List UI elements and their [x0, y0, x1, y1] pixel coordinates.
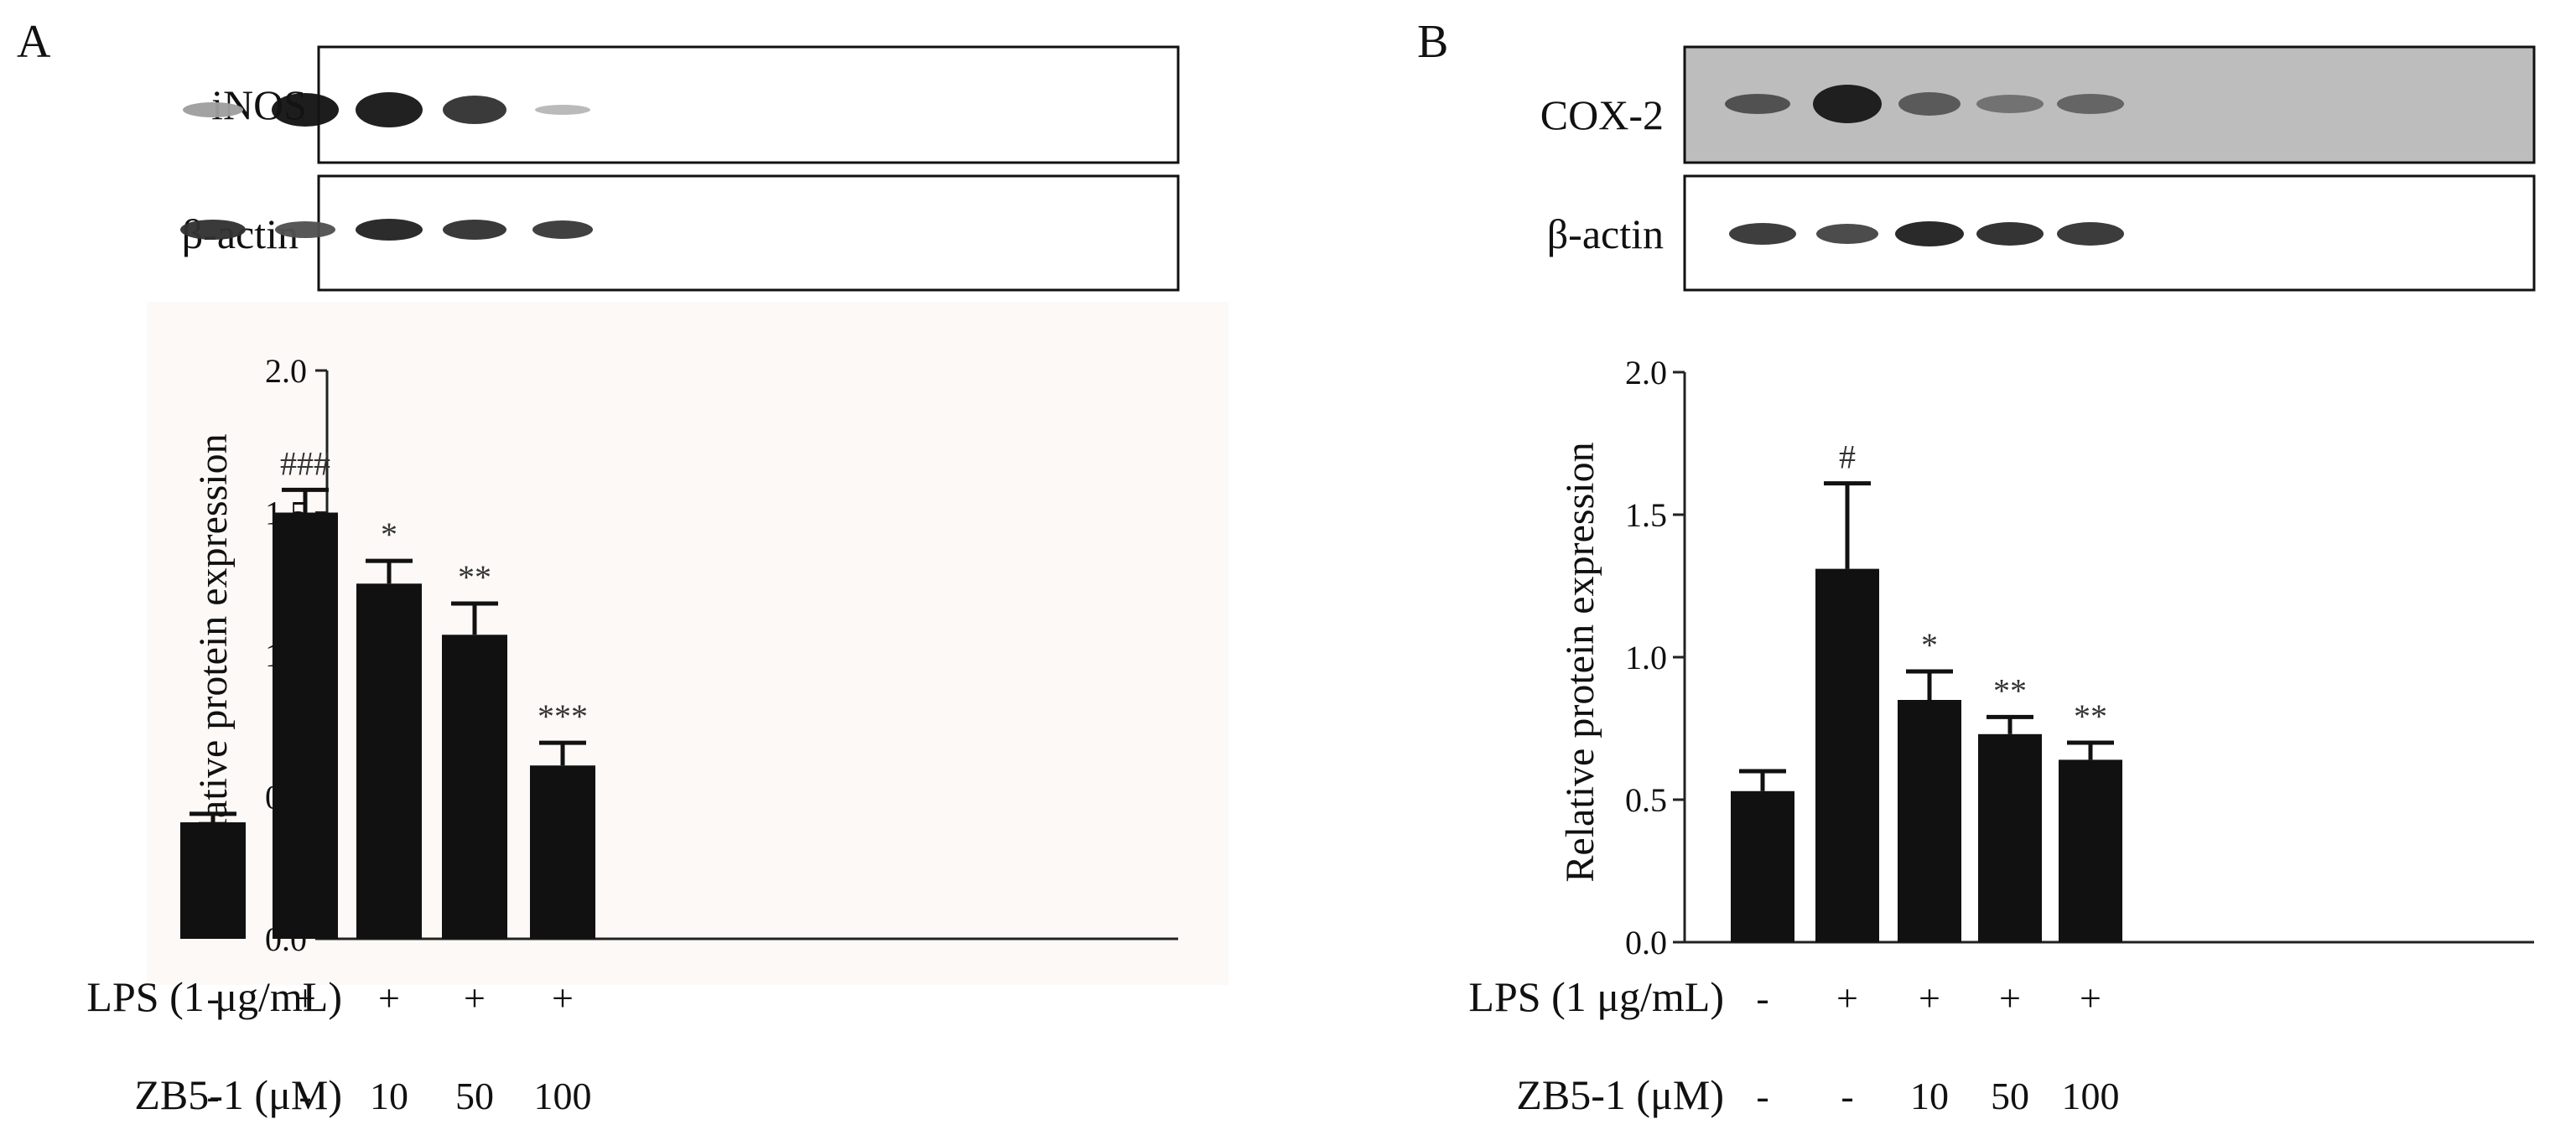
bar-b-3 [1898, 700, 1961, 942]
zb5-value-b-1: - [1756, 1075, 1768, 1117]
bar-a-4 [442, 635, 507, 939]
significance-label-b-3: * [1921, 626, 1938, 664]
y-tick-label-b-1: 0.5 [1625, 781, 1667, 819]
condition-values-b: - + + + + - - 10 50 100 [1756, 977, 2119, 1117]
blot-band-a-2-5 [532, 220, 593, 239]
blot-band-a-2-2 [275, 221, 335, 238]
y-tick-label-b-3: 1.5 [1625, 496, 1667, 534]
bar-b-2 [1815, 568, 1879, 942]
blot-band-b-2-1 [1729, 223, 1796, 245]
zb5-value-b-5: 100 [2062, 1075, 2120, 1117]
y-tick-label-b-4: 2.0 [1625, 354, 1667, 391]
y-ticks-b: 0.0 0.5 1.0 1.5 2.0 [1625, 354, 1685, 961]
significance-label-a-2: ### [280, 444, 330, 482]
panel-b: B COX-2 β-actin Relative protein express… [1288, 0, 2576, 1140]
beta-actin-blot-bands-b [1729, 221, 2124, 246]
blot-band-a-2-3 [356, 219, 423, 241]
bar-a-5 [530, 765, 595, 939]
bar-b-1 [1731, 790, 1794, 942]
zb5-value-b-4: 50 [1991, 1075, 2029, 1117]
blot-band-b-1-4 [1976, 95, 2044, 113]
inos-blot-bands [183, 92, 590, 127]
cox2-blot-bands [1725, 85, 2124, 123]
bar-a-1 [180, 822, 246, 939]
panel-a-figure: A iNOS β-actin Relative protein expressi… [17, 16, 1180, 1118]
zb5-value-a-2: - [299, 1075, 311, 1117]
lps-row-label-a: LPS (1 μg/mL) [86, 973, 342, 1020]
condition-values-a: - + + + + - - 10 50 100 [206, 977, 591, 1117]
lps-row-label-b: LPS (1 μg/mL) [1468, 973, 1724, 1020]
blot-band-b-1-3 [1898, 92, 1961, 116]
blot-band-a-2-1 [180, 220, 246, 240]
lps-value-a-5: + [552, 977, 574, 1019]
significance-label-b-5: ** [2074, 697, 2107, 735]
significance-label-b-4: ** [1993, 671, 2027, 709]
lps-value-a-4: + [464, 977, 486, 1019]
panel-b-figure: B COX-2 β-actin Relative protein express… [1417, 16, 2536, 1118]
cox2-blot-label: COX-2 [1540, 91, 1664, 138]
blot-band-b-2-5 [2057, 222, 2124, 246]
blot-band-b-2-4 [1976, 222, 2044, 246]
blot-band-a-1-5 [535, 105, 590, 115]
bar-a-2 [273, 512, 338, 939]
blot-band-a-1-2 [272, 93, 339, 127]
y-axis-title-a: Relative protein expression [191, 433, 236, 873]
lps-value-b-4: + [1999, 977, 2021, 1019]
lps-value-b-5: + [2080, 977, 2101, 1019]
bar-b-4 [1978, 733, 2042, 942]
significance-label-a-3: * [381, 516, 397, 553]
blot-band-b-1-1 [1725, 94, 1790, 114]
zb5-value-a-1: - [206, 1075, 219, 1117]
zb5-value-b-2: - [1841, 1075, 1853, 1117]
beta-actin-blot-label-b: β-actin [1547, 210, 1664, 257]
bar-group-b: #***** [1731, 438, 2122, 942]
panel-letter-a: A [17, 16, 51, 68]
blot-band-b-2-3 [1895, 221, 1964, 246]
panel-letter-b: B [1417, 16, 1448, 68]
significance-label-a-5: *** [538, 697, 588, 735]
lps-value-a-2: + [294, 977, 316, 1019]
zb5-value-b-3: 10 [1910, 1075, 1949, 1117]
blot-band-a-2-4 [443, 220, 506, 240]
bar-a-3 [356, 583, 422, 939]
y-tick-label-b-2: 1.0 [1625, 639, 1667, 676]
lps-value-a-1: - [206, 977, 219, 1019]
blot-band-b-1-5 [2057, 94, 2124, 114]
zb5-value-a-5: 100 [534, 1075, 592, 1117]
zb5-row-label-a: ZB5-1 (μM) [134, 1071, 342, 1118]
y-axis-title-b: Relative protein expression [1558, 442, 1602, 882]
blot-band-a-1-1 [183, 102, 243, 117]
zb5-value-a-4: 50 [455, 1075, 494, 1117]
lps-value-a-3: + [378, 977, 400, 1019]
lps-value-b-2: + [1836, 977, 1858, 1019]
zb5-row-label-b: ZB5-1 (μM) [1516, 1071, 1724, 1118]
y-tick-label-a-4: 2.0 [265, 352, 307, 390]
significance-label-b-2: # [1839, 438, 1856, 476]
significance-label-a-4: ** [458, 558, 491, 596]
panel-a: A iNOS β-actin Relative protein expressi… [17, 16, 1180, 1118]
blot-band-a-1-3 [356, 92, 423, 127]
blot-band-a-1-4 [443, 96, 506, 124]
blot-band-b-1-2 [1813, 85, 1882, 123]
y-tick-label-b-0: 0.0 [1625, 924, 1667, 961]
blot-band-b-2-2 [1816, 224, 1878, 244]
lps-value-b-1: - [1756, 977, 1768, 1019]
bar-b-5 [2059, 759, 2122, 942]
beta-actin-blot-bands-a [180, 219, 593, 241]
lps-value-b-3: + [1919, 977, 1940, 1019]
zb5-value-a-3: 10 [370, 1075, 408, 1117]
bar-group-a: ###****** [180, 444, 595, 939]
